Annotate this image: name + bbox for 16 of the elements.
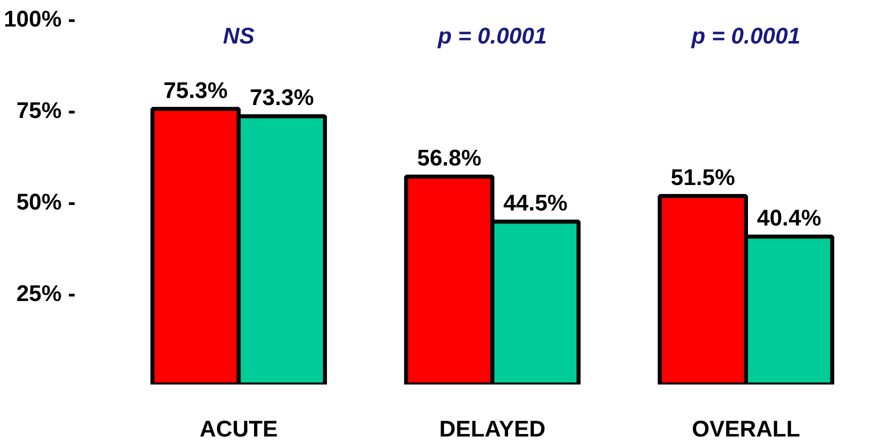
data-label: 44.5%	[503, 190, 568, 216]
x-tick-label: OVERALL	[692, 416, 800, 442]
annotation: NS	[222, 22, 254, 48]
data-label: 73.3%	[250, 84, 314, 110]
y-tick-label: 50% -	[16, 188, 76, 214]
data-label: 40.4%	[756, 204, 822, 231]
data-label: 75.3%	[163, 76, 228, 103]
data-label: 51.5%	[670, 164, 735, 190]
y-tick-label: 100% -	[4, 6, 76, 32]
data-label: 56.8%	[417, 144, 482, 171]
x-tick-label: ACUTE	[200, 416, 278, 442]
y-tick-label: 25% -	[16, 280, 76, 306]
annotation: p = 0.0001	[436, 22, 547, 48]
x-tick-label: DELAYED	[439, 416, 546, 442]
y-tick-label: 75% -	[16, 97, 76, 123]
annotation: p = 0.0001	[690, 22, 800, 48]
